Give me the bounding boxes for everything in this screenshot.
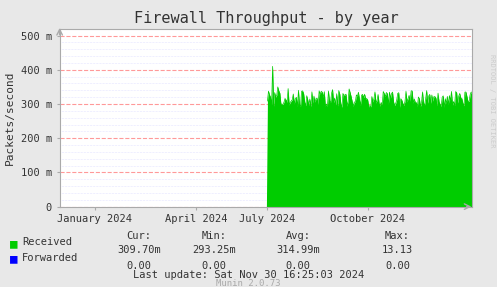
Text: Min:: Min:: [201, 231, 226, 241]
Text: 0.00: 0.00: [127, 261, 152, 271]
Text: ■: ■: [10, 253, 17, 265]
Text: ■: ■: [10, 237, 17, 250]
Text: 13.13: 13.13: [382, 245, 413, 255]
Text: 0.00: 0.00: [385, 261, 410, 271]
Text: 309.70m: 309.70m: [117, 245, 161, 255]
Text: 0.00: 0.00: [201, 261, 226, 271]
Text: 293.25m: 293.25m: [192, 245, 236, 255]
Text: Cur:: Cur:: [127, 231, 152, 241]
Text: Munin 2.0.73: Munin 2.0.73: [216, 280, 281, 287]
Y-axis label: Packets/second: Packets/second: [5, 70, 15, 165]
Text: Forwarded: Forwarded: [22, 253, 79, 263]
Text: RRDTOOL / TOBI OETIKER: RRDTOOL / TOBI OETIKER: [489, 54, 495, 147]
Text: Avg:: Avg:: [286, 231, 311, 241]
Text: Received: Received: [22, 237, 73, 247]
Text: Max:: Max:: [385, 231, 410, 241]
Text: Last update: Sat Nov 30 16:25:03 2024: Last update: Sat Nov 30 16:25:03 2024: [133, 270, 364, 280]
Title: Firewall Throughput - by year: Firewall Throughput - by year: [134, 11, 398, 26]
Text: 314.99m: 314.99m: [276, 245, 320, 255]
Text: 0.00: 0.00: [286, 261, 311, 271]
